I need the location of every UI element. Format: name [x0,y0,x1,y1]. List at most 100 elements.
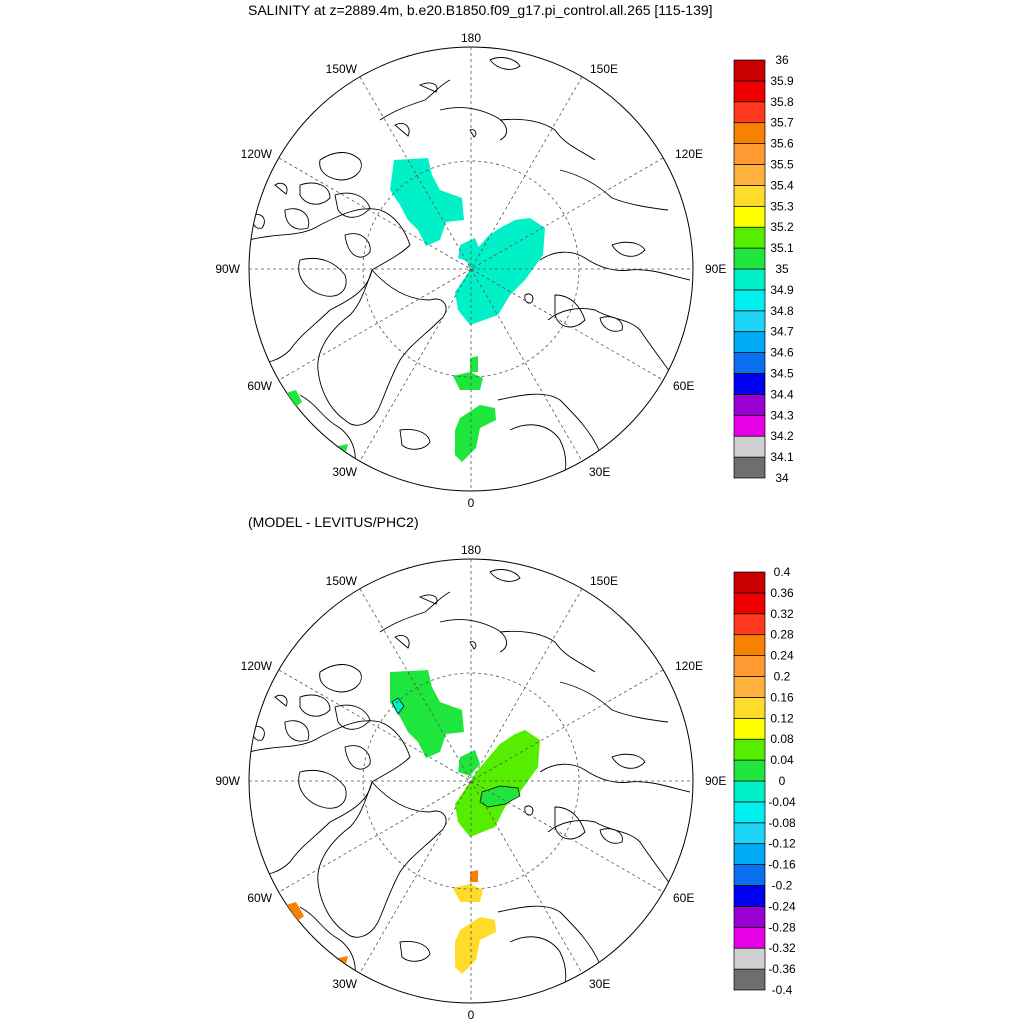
colorbar-swatch [733,697,766,719]
lon-label-60e: 60E [673,891,694,905]
colorbar-label: 0.24 [770,649,794,663]
colorbar-label: 34.7 [770,325,794,339]
eurasian-basin-patch [455,218,545,325]
map-title: SALINITY at z=2889.4m, b.e20.B1850.f09_g… [248,2,713,18]
colorbar-swatch [733,226,766,249]
colorbar-label: 35.9 [770,74,794,88]
norwegian-sea-patch [455,405,496,462]
colorbar-label: 34.4 [770,387,794,401]
colorbar-label: 0.12 [770,711,794,725]
colorbar-swatch [733,268,766,291]
colorbar-swatch [733,394,766,416]
lon-label-150e: 150E [590,62,618,76]
labrador-patch [286,902,304,922]
atlantic-patch [338,956,348,964]
lon-label-30e: 30E [589,465,610,479]
colorbar-label: 35.2 [770,220,794,234]
eurasian-basin-contour [479,785,521,808]
colorbar-swatch [733,738,766,761]
colorbar-label: 0.2 [774,670,791,684]
colorbar-swatch [733,655,766,677]
lon-label-60e: 60E [673,379,694,393]
colorbar-swatch [733,571,766,594]
colorbar-label: -0.2 [772,879,793,893]
colorbar-label: 35.6 [770,137,794,151]
norwegian-sea-patch [455,917,496,974]
lon-label-90w: 90W [215,774,240,788]
greenland-sea-patch-2 [470,356,478,372]
colorbar-label: 0.28 [770,628,794,642]
colorbar-swatch [733,801,766,824]
lon-label-120e: 120E [675,147,703,161]
greenland-sea-patch-2 [470,870,478,882]
colorbar-swatch [733,185,766,207]
colorbar-label: 35.7 [770,116,794,130]
colorbar-label: -0.32 [768,941,796,955]
colorbar-label: 0.4 [774,565,791,579]
colorbar-label: 0.36 [770,586,794,600]
field-patches [286,670,540,974]
colorbar-label: 35 [775,262,789,276]
colorbar-label: 0.04 [770,753,794,767]
colorbar-label: 34.2 [770,429,794,443]
colorbar-swatch [733,247,766,270]
lon-label-150w: 150W [326,574,358,588]
canada-basin-negative-spot [391,697,405,715]
colorbar-label: 0.32 [770,607,794,621]
colorbar-label: 35.8 [770,95,794,109]
colorbar-label: 0.16 [770,690,794,704]
lon-label-180: 180 [461,31,481,45]
colorbar-swatch [733,947,766,970]
canada-basin-patch [390,158,464,246]
difference-title: (MODEL - LEVITUS/PHC2) [248,514,419,530]
difference-polar-map: 180 150E 120E 90E 60E 30E 0 30W 60W 90W … [215,543,796,1022]
colorbar-label: 36 [775,53,789,67]
lon-label-90w: 90W [215,262,240,276]
colorbar-label: 34.1 [770,450,794,464]
lon-label-180: 180 [461,543,481,557]
colorbar-label: -0.36 [768,962,796,976]
colorbar-swatch [733,906,766,928]
lon-label-60w: 60W [247,891,272,905]
colorbar-swatch [733,164,766,186]
colorbar-swatch [733,717,766,740]
colorbar-swatch [733,331,766,353]
colorbar-swatch [733,843,766,865]
colorbar-label: -0.08 [768,816,796,830]
colorbar-swatch [733,373,766,395]
colorbar-swatch [733,634,766,656]
colorbar-swatch [733,101,766,124]
colorbar-swatch [733,80,766,103]
colorbar-swatch [733,864,766,886]
lon-label-90e: 90E [705,262,726,276]
lon-label-90e: 90E [705,774,726,788]
colorbar-swatch [733,968,766,991]
lon-label-120w: 120W [241,147,273,161]
colorbar-swatch [733,205,766,228]
lon-label-150w: 150W [326,62,358,76]
colorbar-swatch [733,613,766,636]
salinity-polar-map: 180 150E 120E 90E 60E 30E 0 30W 60W 90W … [215,31,794,510]
lon-label-30w: 30W [332,465,357,479]
graticule [249,47,693,491]
lon-label-30w: 30W [332,977,357,991]
colorbar-swatch [733,885,766,907]
colorbar-label: -0.4 [772,983,793,997]
lon-label-120e: 120E [675,659,703,673]
colorbar-swatch [733,289,766,312]
colorbar-label: 35.5 [770,158,794,172]
meridian-labels: 180 150E 120E 90E 60E 30E 0 30W 60W 90W … [215,31,726,510]
lon-label-60w: 60W [247,379,272,393]
colorbar-swatch [733,122,766,144]
colorbar-label: 34 [775,471,789,485]
colorbar-swatch [733,926,766,949]
colorbar-label: 34.6 [770,346,794,360]
colorbar-label: -0.24 [768,899,796,913]
colorbar-swatch [733,822,766,845]
colorbar-label: 35.3 [770,199,794,213]
colorbar-label: -0.16 [768,858,796,872]
lon-label-0: 0 [468,496,475,510]
graticule [249,559,693,1003]
colorbar-swatch [733,456,766,479]
colorbar-swatch [733,310,766,333]
